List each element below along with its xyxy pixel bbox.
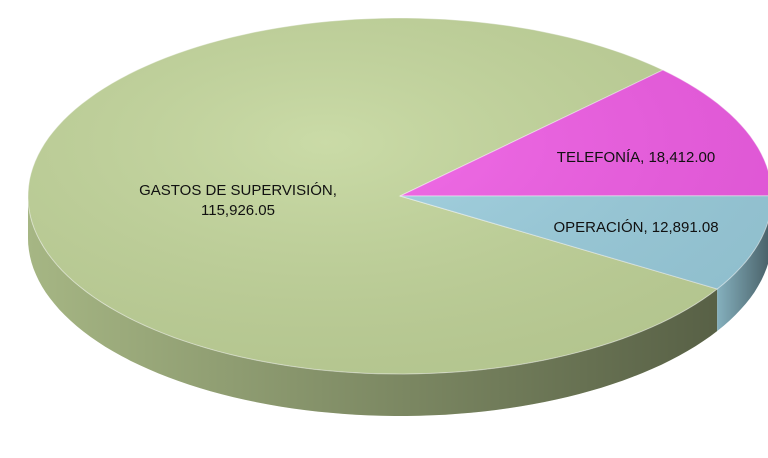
data-label: GASTOS DE SUPERVISIÓN, 115,926.05: [139, 182, 337, 219]
data-label: OPERACIÓN, 12,891.08: [553, 219, 718, 236]
data-label: TELEFONÍA, 18,412.00: [557, 149, 715, 166]
